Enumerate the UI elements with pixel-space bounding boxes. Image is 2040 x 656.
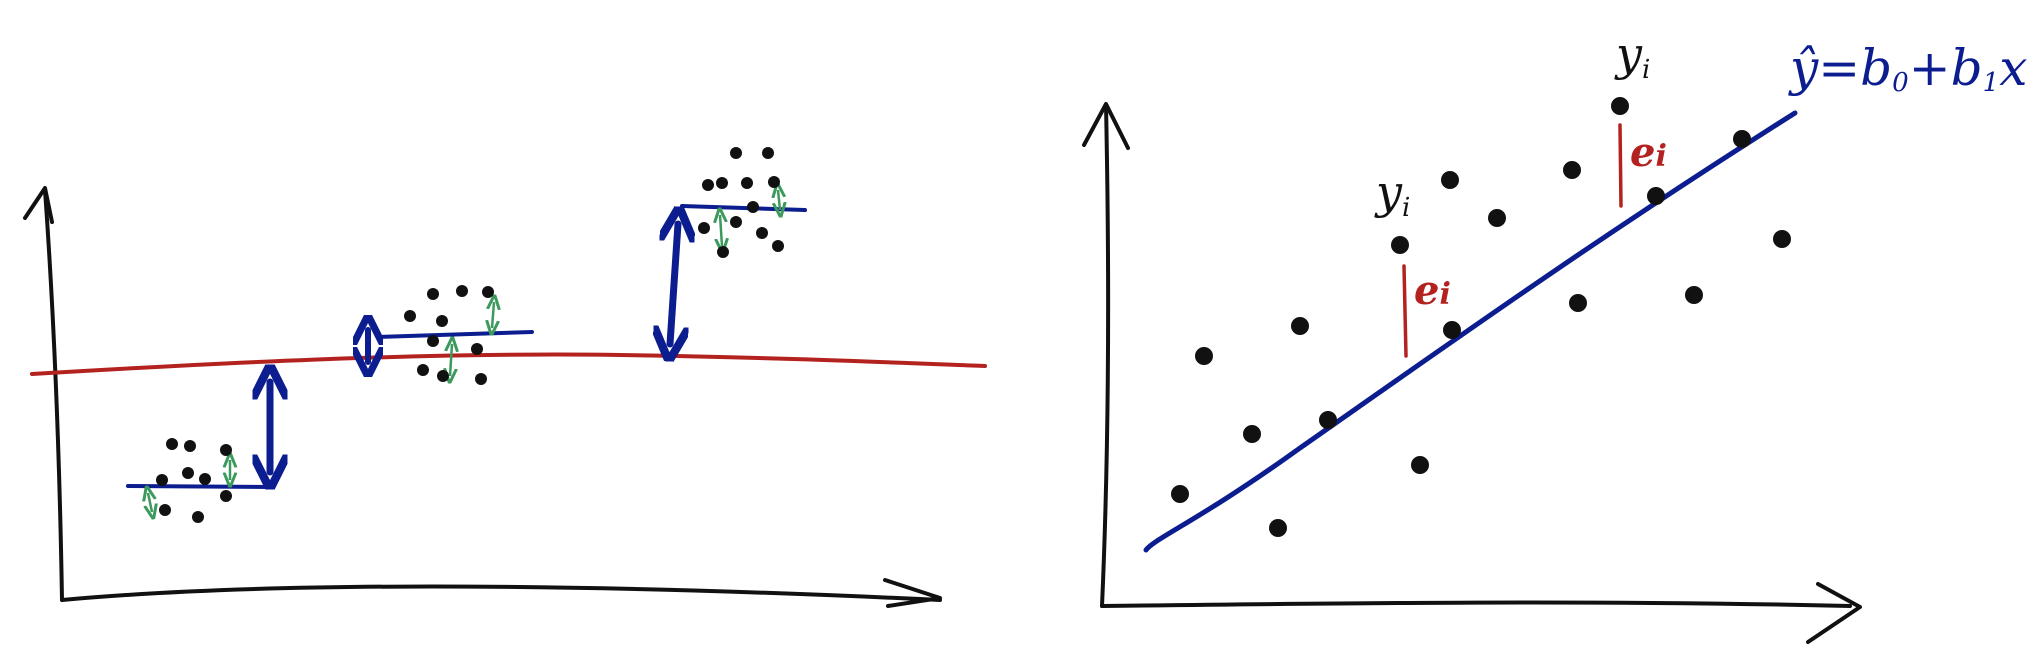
point [730,147,742,159]
group-2-within-arrow-b [450,344,452,376]
left-y-axis [43,188,64,602]
group-3-between-arrow [670,224,678,344]
right-x-axis-arrowhead [1806,582,1862,644]
point [768,176,780,188]
point [1195,347,1213,365]
point [404,310,416,322]
point [159,504,171,516]
residual-label-1: ei [1414,267,1451,314]
group-2-mean-line [376,330,534,339]
point [156,474,168,486]
point [199,473,211,485]
regression-line [1143,110,1798,553]
point [1647,187,1665,205]
residual-label-2: ei [1630,129,1667,176]
point [184,440,196,452]
right-y-axis [1100,103,1111,608]
point [772,240,784,252]
point [417,364,429,376]
point [1411,456,1429,474]
point [427,288,439,300]
point [1685,286,1703,304]
point [741,177,753,189]
point [482,286,494,298]
point [717,246,729,258]
right-panel: yi yi ei ei ŷ=b0+b1x [1082,27,2027,644]
group-1-mean-line [126,484,274,489]
point [1611,97,1629,115]
grand-mean-line [30,352,987,376]
right-y-axis-arrowhead [1082,102,1130,150]
group-3-points [698,147,784,258]
point [1773,230,1791,248]
point [192,511,204,523]
point [1171,485,1189,503]
point [698,222,710,234]
group-3-within-arrow-b [720,215,722,246]
group-3-mean-line [680,204,807,212]
left-x-axis [60,584,942,602]
point [427,335,439,347]
point [1291,317,1309,335]
point [762,147,774,159]
point [1319,411,1337,429]
regression-equation: ŷ=b0+b1x [1788,39,2027,98]
left-x-axis-arrowhead [883,578,942,608]
point [1569,294,1587,312]
point [475,373,487,385]
point [1733,130,1751,148]
point [436,315,448,327]
group-3 [670,147,807,344]
group-3-within-arrow-a [778,190,780,210]
group-2-points [404,285,494,385]
right-x-axis [1100,600,1852,608]
group-2-within-arrow-a [492,302,494,328]
point [747,201,759,213]
group-1-within-arrow-a [148,493,152,512]
point [456,285,468,297]
point [437,370,449,382]
point [1441,171,1459,189]
point [1269,519,1287,537]
point [182,467,194,479]
point [1488,209,1506,227]
residual-segment-1 [1402,264,1408,358]
point [730,216,742,228]
point [220,490,232,502]
point [756,227,768,239]
observed-label-2: yi [1614,27,1650,85]
group-1 [126,382,274,523]
observed-label-1: yi [1374,165,1410,223]
scatter-points [1171,97,1791,537]
point [1391,236,1409,254]
left-panel [23,147,987,608]
point [471,343,483,355]
point [702,179,714,191]
group-2 [368,285,534,385]
residual-segment-2 [1618,123,1623,208]
point [1443,321,1461,339]
point [220,444,232,456]
point [166,438,178,450]
group-1-points [156,438,232,523]
left-y-axis-arrowhead [23,186,54,224]
point [716,177,728,189]
point [1563,161,1581,179]
point [1243,425,1261,443]
